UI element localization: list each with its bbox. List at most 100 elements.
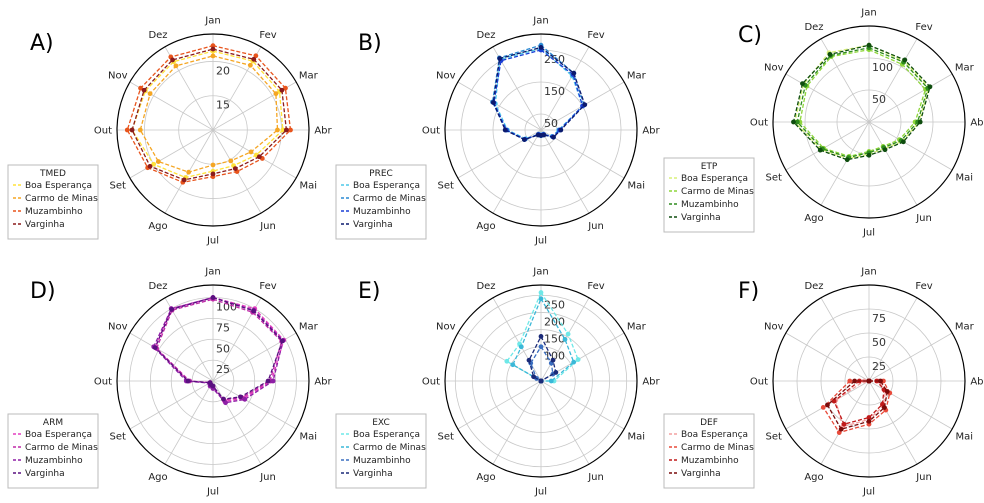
radial-tick-label: 25: [872, 360, 886, 373]
month-label: Nov: [108, 322, 128, 333]
panel-label: B): [358, 31, 382, 56]
legend-entry: Boa Esperança: [681, 174, 748, 184]
month-label: Mai: [955, 432, 973, 443]
month-label: Jun: [587, 221, 604, 232]
data-point: [866, 415, 872, 420]
data-point: [124, 127, 130, 133]
radial-tick-label: 75: [872, 312, 886, 325]
data-point: [280, 127, 286, 133]
month-label: Fev: [259, 30, 276, 41]
data-point: [502, 127, 508, 133]
month-label: Mar: [955, 63, 975, 74]
spoke-line: [820, 121, 870, 206]
legend-entry: Muzambinho: [353, 207, 411, 217]
data-point: [538, 334, 544, 339]
legend-title: PREC: [369, 169, 393, 179]
radial-tick-label: 100: [872, 61, 893, 74]
data-point: [548, 378, 554, 384]
legend-box: [663, 157, 755, 233]
data-point: [866, 152, 872, 158]
grid-ring: [149, 317, 277, 445]
data-point: [866, 418, 872, 424]
data-point: [151, 161, 157, 167]
data-point: [817, 147, 823, 153]
data-point: [800, 81, 805, 86]
data-point: [838, 426, 844, 432]
grid-ring: [844, 356, 894, 406]
panel-label: C): [738, 23, 762, 48]
data-point: [535, 132, 541, 138]
spoke-line: [785, 121, 870, 171]
data-point: [210, 53, 216, 59]
data-point: [210, 43, 216, 49]
series-line: [794, 44, 930, 160]
data-point: [900, 139, 906, 145]
month-label: Abr: [642, 126, 660, 137]
month-label: Mar: [627, 71, 647, 82]
spoke-line: [212, 380, 297, 430]
data-point: [242, 396, 248, 402]
legend: EXC Boa Esperança Carmo de Minas Muzambinho…: [335, 413, 427, 489]
data-point: [575, 357, 581, 362]
data-point: [538, 378, 544, 384]
data-point: [210, 171, 216, 177]
outer-frame: [116, 33, 310, 227]
data-point: [831, 398, 837, 404]
month-label: Dez: [476, 281, 495, 292]
month-label: Jul: [206, 236, 219, 247]
radial-tick-label: 150: [544, 85, 565, 98]
series-line: [492, 46, 586, 141]
legend-entry: Varginha: [681, 469, 721, 479]
month-label: Out: [94, 377, 112, 388]
legend-title: ARM: [43, 418, 63, 428]
data-point: [582, 102, 588, 108]
data-point: [253, 53, 259, 59]
data-point: [223, 400, 228, 406]
spoke-line: [868, 73, 953, 123]
data-point: [173, 63, 179, 69]
data-point: [562, 337, 568, 342]
month-label: Dez: [804, 281, 823, 292]
data-point: [882, 147, 888, 153]
month-label: Out: [750, 377, 768, 388]
month-label: Fev: [587, 281, 604, 292]
data-point: [538, 344, 544, 350]
month-label: Ago: [476, 221, 495, 232]
month-label: Jun: [259, 472, 276, 483]
month-label: Jul: [534, 487, 547, 498]
data-point: [279, 87, 285, 93]
legend-box: [663, 413, 755, 489]
series-line: [494, 47, 584, 140]
data-point: [558, 127, 564, 133]
radar-panel: B)50150250JanFevMarAbrMaiJunJulAgoSetOut…: [335, 16, 661, 247]
month-label: Mar: [627, 322, 647, 333]
data-point: [137, 127, 143, 133]
data-point: [247, 62, 253, 68]
data-point: [538, 45, 544, 50]
data-point: [504, 358, 510, 364]
data-point: [510, 362, 516, 368]
legend-entry: Muzambinho: [681, 456, 739, 466]
grid-ring: [170, 338, 256, 424]
outer-frame: [772, 284, 966, 478]
data-point: [221, 396, 226, 402]
data-point: [852, 378, 857, 384]
month-label: Mai: [627, 432, 645, 443]
month-label: Set: [766, 432, 783, 443]
data-point: [232, 166, 238, 171]
data-point: [927, 84, 933, 90]
data-point: [210, 46, 216, 52]
month-label: Jul: [206, 487, 219, 498]
legend-box: [7, 413, 99, 489]
data-point: [866, 42, 872, 48]
legend-entry: Boa Esperança: [353, 430, 420, 440]
legend-entry: Carmo de Minas: [25, 194, 98, 204]
data-point: [521, 137, 527, 143]
spoke-line: [868, 121, 953, 171]
month-label: Fev: [587, 30, 604, 41]
data-point: [553, 370, 559, 375]
month-label: Dez: [148, 30, 167, 41]
month-label: Nov: [436, 71, 456, 82]
data-point: [538, 290, 544, 295]
radial-tick-label: 25: [216, 363, 230, 376]
